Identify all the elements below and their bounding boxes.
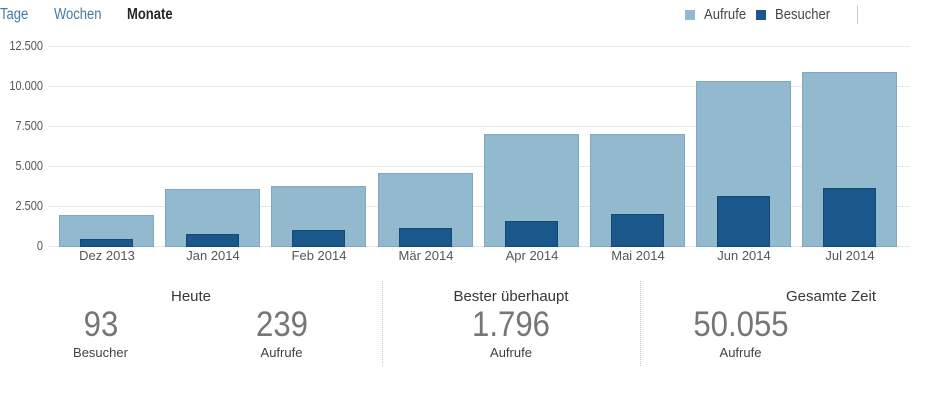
x-axis-label: Dez 2013 [79, 248, 135, 263]
stat-value: 93 [83, 305, 118, 344]
stat-label: Aufrufe [719, 345, 762, 360]
x-axis-label: Feb 2014 [291, 248, 347, 263]
visitors-legend-swatch [756, 10, 766, 20]
x-axis-label: Jun 2014 [717, 248, 771, 263]
visitors-bar[interactable] [823, 188, 876, 247]
section-divider [382, 281, 383, 366]
y-axis-label: 12.500 [9, 39, 43, 53]
gridline [48, 126, 910, 127]
stat-value: 1.796 [472, 305, 550, 344]
y-axis-label: 0 [36, 239, 43, 253]
section-title: Gesamte Zeit [785, 288, 877, 305]
x-axis-label: Mai 2014 [611, 248, 665, 263]
visitors-legend-label: Besucher [775, 7, 831, 23]
section-divider [640, 281, 641, 366]
x-axis-label: Mär 2014 [398, 248, 454, 263]
section-title: Heute [170, 288, 212, 305]
visitors-bar[interactable] [292, 230, 345, 247]
stat-label: Aufrufe [260, 345, 303, 360]
visitors-bar[interactable] [717, 196, 770, 247]
stat-label: Aufrufe [490, 345, 532, 360]
visitors-bar[interactable] [186, 234, 239, 247]
stat-label: Besucher [73, 345, 128, 360]
tab-days[interactable]: Tage [0, 6, 29, 23]
stat-value: 50.055 [692, 305, 789, 344]
gridline [48, 246, 910, 247]
x-axis-label: Jul 2014 [825, 248, 875, 263]
visitors-bar[interactable] [611, 214, 664, 247]
gridline [48, 206, 910, 207]
y-axis-label: 10.000 [9, 79, 43, 93]
y-axis-label: 7.500 [15, 119, 43, 133]
views-legend-swatch [685, 10, 695, 20]
x-axis-label: Jan 2014 [186, 248, 240, 263]
y-axis-label: 5.000 [15, 159, 43, 173]
views-legend-label: Aufrufe [704, 7, 747, 23]
visitors-bar[interactable] [505, 221, 558, 247]
x-axis-label: Apr 2014 [505, 248, 559, 263]
tab-weeks[interactable]: Wochen [54, 6, 102, 23]
y-axis-label: 2.500 [15, 199, 43, 213]
visitors-bar[interactable] [80, 239, 133, 247]
stat-value: 239 [255, 305, 308, 344]
gridline [48, 166, 910, 167]
header-divider [857, 5, 858, 24]
gridline [48, 46, 910, 47]
section-title: Bester überhaupt [453, 288, 569, 305]
gridline [48, 86, 910, 87]
tab-months[interactable]: Monate [127, 6, 173, 23]
visitors-bar[interactable] [399, 228, 452, 247]
